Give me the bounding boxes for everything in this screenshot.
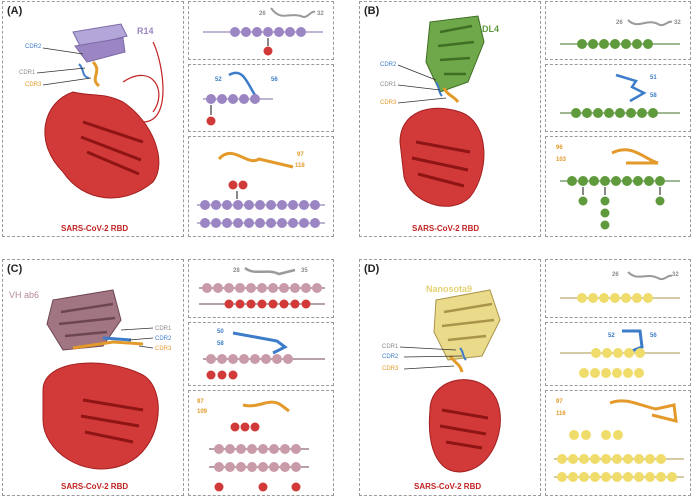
- residue-end: 32: [672, 272, 679, 278]
- cdr2-label: CDR2: [25, 44, 42, 50]
- cdr3-label: CDR3: [25, 82, 42, 88]
- residue-start: 26: [616, 20, 623, 26]
- cdr3-label: CDR3: [380, 100, 397, 106]
- nanobody-name: R14: [137, 26, 154, 36]
- residue-start: 96: [556, 145, 563, 151]
- panel-d: (D) Nanosota9 CDR1 CDR2 CDR3 SARS-CoV-2 …: [359, 259, 541, 496]
- panel-label: (B): [364, 5, 380, 17]
- residue-start: 97: [297, 152, 304, 158]
- residue-end: 118: [295, 163, 305, 169]
- panel-label: (D): [364, 263, 380, 275]
- residue-end: 56: [650, 333, 657, 339]
- residue-start: 51: [650, 75, 657, 81]
- residue-end: 58: [650, 93, 657, 99]
- nanobody-name: VH ab6: [9, 290, 40, 300]
- cdr3-box: 96 103: [545, 136, 691, 237]
- residue-start: 52: [608, 333, 615, 339]
- rbd-label: SARS-CoV-2 RBD: [412, 224, 480, 233]
- cdr1-sequence: [560, 271, 680, 303]
- cdr1-box: 28 35: [188, 259, 334, 318]
- cdr2-label: CDR2: [155, 336, 172, 342]
- cdr1-box: 26 32: [545, 259, 691, 318]
- cdr3-sequence: [560, 148, 680, 230]
- rbd-label: SARS-CoV-2 RBD: [61, 224, 129, 233]
- cdr1-label: CDR1: [19, 70, 36, 76]
- cdr2-sequence: [203, 71, 273, 126]
- rbd-label: SARS-CoV-2 RBD: [61, 482, 129, 491]
- structure-drawing: [42, 289, 159, 470]
- cdr3-box: 97 116: [545, 390, 691, 496]
- panel-label: (C): [7, 263, 23, 275]
- cdr3-sequence: [209, 400, 309, 492]
- residue-start: 26: [612, 272, 619, 278]
- cdr2-sequence: [560, 329, 680, 378]
- nanobody-name: DL4: [482, 24, 500, 34]
- cdr2-sequence: [560, 73, 680, 118]
- residue-end: 32: [317, 11, 324, 17]
- panel-c: (C) VH ab6 CDR1 CDR2 CDR3 SARS-CoV-2 RBD: [2, 259, 184, 496]
- cdr1-box: 26 32: [545, 1, 691, 60]
- cdr2-sequence: [203, 331, 325, 380]
- residue-start: 52: [215, 77, 222, 83]
- panel-label: (A): [7, 5, 23, 17]
- residue-start: 97: [197, 399, 204, 405]
- residue-end: 58: [217, 341, 224, 347]
- cdr2-label: CDR2: [382, 354, 399, 360]
- residue-end: 56: [271, 77, 278, 83]
- residue-end: 109: [197, 409, 208, 415]
- residue-start: 26: [259, 11, 266, 17]
- cdr3-box: 97 118: [188, 136, 334, 237]
- cdr1-box: 26 32: [188, 1, 334, 60]
- cdr3-sequence: [197, 151, 325, 228]
- residue-start: 28: [233, 268, 240, 274]
- nanobody-name: Nanosota9: [426, 284, 473, 294]
- cdr2-box: 50 58: [188, 322, 334, 386]
- cdr3-box: 97 109: [188, 390, 334, 496]
- residue-start: 97: [556, 399, 563, 405]
- cdr1-sequence: [199, 266, 325, 309]
- cdr1-sequence: [203, 7, 323, 56]
- panel-b: (B) DL4 CDR2 CDR1 CDR3 SARS-CoV-2 RBD: [359, 1, 541, 237]
- cdr3-label: CDR3: [382, 366, 399, 372]
- cdr1-label: CDR1: [155, 326, 172, 332]
- cdr2-box: 52 56: [188, 64, 334, 132]
- residue-end: 103: [556, 157, 567, 163]
- rbd-label: SARS-CoV-2 RBD: [414, 482, 482, 491]
- cdr2-label: CDR2: [380, 62, 397, 68]
- cdr1-label: CDR1: [382, 344, 399, 350]
- cdr3-label: CDR3: [155, 346, 172, 352]
- structure-drawing: [399, 289, 501, 473]
- structure-drawing: [36, 23, 164, 199]
- cdr1-label: CDR1: [380, 82, 397, 88]
- cdr2-box: 51 58: [545, 64, 691, 132]
- cdr3-sequence: [554, 399, 684, 482]
- structure-drawing: [397, 15, 485, 207]
- residue-end: 116: [556, 411, 566, 417]
- cdr2-box: 52 56: [545, 322, 691, 386]
- panel-a: (A) R14 CDR2 CDR1 CDR3 SARS-CoV-2 RBD: [2, 1, 184, 237]
- residue-end: 32: [674, 20, 681, 26]
- residue-end: 35: [301, 268, 308, 274]
- cdr1-sequence: [560, 19, 680, 49]
- residue-start: 50: [217, 329, 224, 335]
